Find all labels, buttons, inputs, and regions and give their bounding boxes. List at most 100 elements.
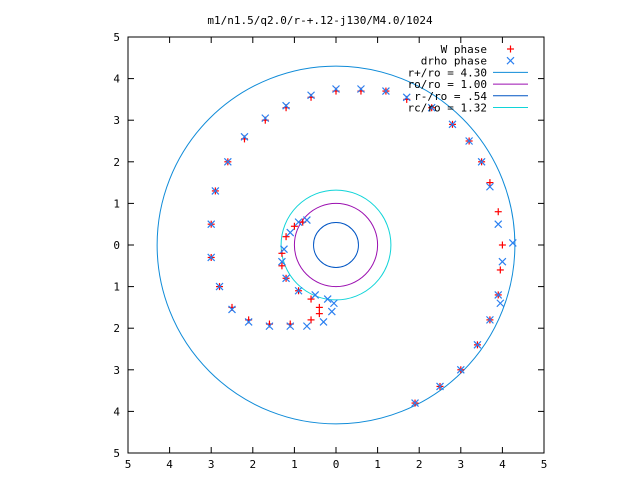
x-marker-b (508, 238, 517, 247)
data-point (307, 295, 315, 303)
x-marker-b (329, 299, 338, 308)
x-marker-b (302, 216, 311, 224)
legend-entry-4: ro/ro = 1.00 (408, 78, 528, 91)
x-marker-b (494, 290, 503, 299)
y-tick-label: 4 (113, 405, 120, 418)
data-point (477, 157, 486, 166)
data-point (307, 316, 315, 324)
data-point (302, 322, 311, 331)
data-point (294, 286, 303, 295)
x-marker-b (207, 253, 216, 262)
legend-marker-sample (507, 45, 514, 53)
data-point (319, 318, 328, 326)
data-point (223, 157, 232, 166)
y-tick-label: 2 (113, 156, 120, 169)
x-marker-b (307, 91, 315, 100)
legend-label: W phase (441, 43, 487, 56)
data-point (411, 399, 419, 408)
x-marker-b (240, 132, 249, 141)
x-tick-label: 4 (166, 458, 173, 471)
x-tick-label: 5 (541, 458, 548, 471)
x-marker-b (473, 340, 482, 349)
x-marker-b (465, 137, 474, 145)
legend-entry-1: W phase (441, 43, 514, 56)
series-2-points (207, 85, 517, 408)
x-marker-b (496, 299, 505, 308)
data-point (498, 241, 506, 249)
legend-entry-2: drho phase (421, 55, 515, 68)
data-point (207, 253, 216, 262)
y-tick-label: 5 (113, 31, 120, 44)
y-tick-label: 4 (113, 73, 120, 86)
data-point (465, 137, 474, 145)
x-marker-b (311, 290, 320, 299)
data-point (485, 315, 494, 324)
data-point (327, 307, 336, 316)
x-marker-b (228, 305, 236, 314)
data-point (436, 382, 444, 391)
data-point (211, 186, 220, 195)
x-marker-b (456, 365, 465, 374)
x-marker-b (286, 228, 295, 237)
data-point (286, 322, 295, 331)
data-point (323, 295, 332, 304)
data-point (485, 182, 494, 191)
series-1-points (207, 87, 506, 407)
x-marker-b (282, 101, 291, 110)
legend-entry-6: rc/ro = 1.32 (408, 102, 528, 115)
x-tick-label: 0 (333, 458, 340, 471)
legend-label: rc/ro = 1.32 (408, 102, 487, 115)
data-point (215, 282, 224, 291)
data-point (228, 305, 236, 314)
data-point (332, 85, 340, 93)
x-marker-b (436, 382, 444, 391)
data-point (315, 310, 323, 318)
legend-entry-5: r-/ro = .54 (414, 90, 528, 103)
data-point (311, 290, 320, 299)
data-point (456, 365, 465, 374)
legend-entry-3: r+/ro = 4.30 (408, 66, 528, 79)
data-point (240, 132, 249, 141)
data-point (496, 266, 504, 274)
data-point (486, 179, 494, 187)
legend-label: ro/ro = 1.00 (408, 78, 487, 91)
x-marker-b (265, 322, 274, 331)
data-point (286, 228, 295, 237)
data-point (473, 340, 482, 349)
data-point (448, 120, 457, 129)
x-marker-b (448, 120, 457, 129)
data-point (278, 262, 286, 270)
data-point (315, 303, 323, 311)
x-marker-b (244, 318, 253, 326)
x-marker-b (223, 157, 232, 166)
x-marker-b (485, 315, 494, 324)
data-point (307, 91, 315, 100)
chart-title: m1/n1.5/q2.0/r-+.12-j130/M4.0/1024 (207, 14, 433, 27)
data-point (496, 299, 505, 308)
x-marker-b (506, 56, 515, 65)
data-point (381, 87, 390, 96)
data-point (329, 299, 338, 308)
x-tick-label: 1 (291, 458, 298, 471)
data-point (498, 257, 507, 266)
x-marker-b (207, 220, 216, 229)
legend-label: r+/ro = 4.30 (408, 66, 487, 79)
data-point (282, 101, 291, 110)
data-point (261, 114, 270, 123)
y-tick-label: 2 (113, 322, 120, 335)
x-marker-b (277, 257, 286, 266)
data-point (508, 238, 517, 247)
data-point (282, 233, 290, 241)
x-marker-b (282, 274, 291, 283)
data-point (302, 216, 311, 224)
data-point (402, 93, 411, 102)
data-point (294, 218, 303, 227)
y-tick-label: 0 (113, 239, 120, 252)
x-marker-b (485, 182, 494, 191)
y-tick-label: 3 (113, 114, 120, 127)
circle-curve-4 (280, 189, 392, 301)
x-marker-b (427, 103, 436, 112)
y-tick-label: 1 (113, 197, 120, 210)
